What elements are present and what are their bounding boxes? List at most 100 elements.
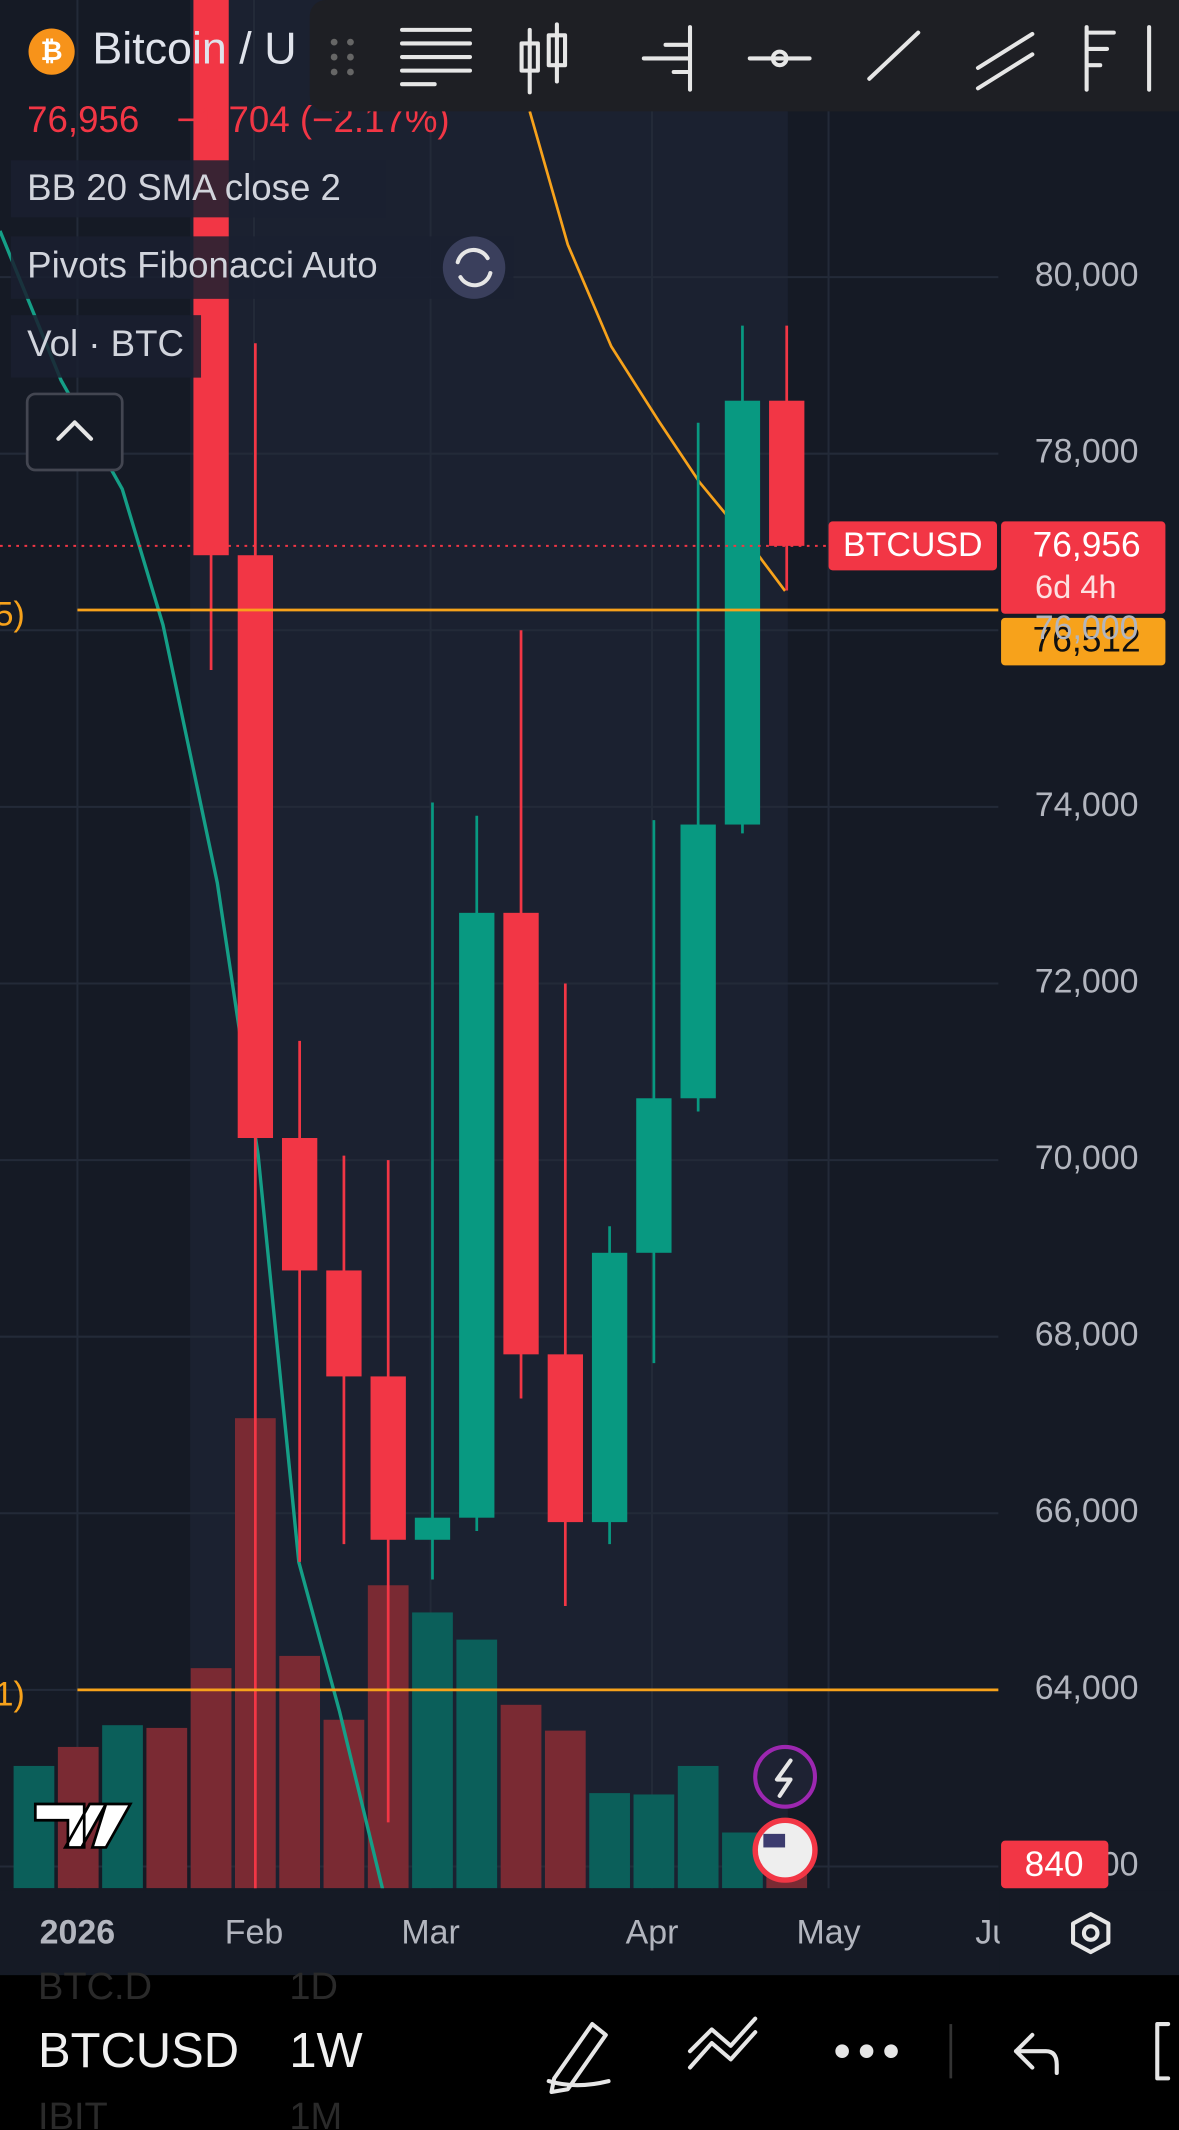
volume-tag <box>1001 1840 1109 1889</box>
candle-body <box>281 1138 318 1271</box>
y-axis: 62,00064,00066,00068,00070,00072,00074,0… <box>1001 256 1139 1889</box>
candle-body <box>591 1252 628 1523</box>
x-tick-label: May <box>796 1913 860 1951</box>
indicators-button[interactable] <box>687 2016 758 2070</box>
y-tick-label: 80,000 <box>1035 256 1139 294</box>
legend-bg <box>10 315 202 378</box>
tool-channel[interactable] <box>975 31 1035 91</box>
indicator: BB 20 SMA close 2 <box>27 167 341 208</box>
legend-bg <box>10 236 514 299</box>
drag-handle <box>330 38 354 76</box>
volume-bar <box>633 1794 675 1889</box>
y-tick-label: 68,000 <box>1035 1316 1139 1354</box>
last-price-tag <box>1001 521 1166 614</box>
y-tick-label: 78,000 <box>1035 433 1139 471</box>
volume-bar <box>412 1612 453 1889</box>
draw-button[interactable] <box>546 2022 611 2095</box>
undo-button[interactable] <box>1013 2032 1059 2075</box>
countdown-label: 6d 4h <box>1035 568 1117 605</box>
tool-fib[interactable] <box>1084 25 1152 92</box>
x-tick-label: Mar <box>401 1913 459 1951</box>
price: 76,956 <box>27 99 139 140</box>
event-flag[interactable] <box>752 1817 818 1883</box>
candle-body <box>503 912 539 1355</box>
btc-glyph: ₿ <box>41 35 63 66</box>
pivot-label: 5) <box>0 596 25 634</box>
candle-body <box>680 824 716 1099</box>
volume-bar <box>279 1655 321 1889</box>
settings-icon <box>1081 1924 1100 1942</box>
candle-body <box>724 400 761 825</box>
interval[interactable]: 1W <box>289 2024 362 2078</box>
volume-bar <box>146 1727 188 1889</box>
tool-hline-dot <box>770 49 789 68</box>
bottom-bar <box>0 1975 1179 2130</box>
volume-label: 840 <box>1025 1845 1084 1884</box>
x-tick-label: Feb <box>225 1913 283 1951</box>
pivot-label: 1) <box>0 1676 25 1714</box>
candles <box>193 0 805 1889</box>
flash-icon <box>774 1758 793 1798</box>
y-tick-label: 74,000 <box>1035 786 1139 824</box>
flag-canton <box>763 1833 786 1848</box>
symbol[interactable]: BTCUSD <box>38 2024 239 2078</box>
volume-bar <box>190 1668 232 1889</box>
volume-bar <box>13 1765 55 1889</box>
y-tick-label: 70,000 <box>1035 1139 1139 1177</box>
collapse-icon <box>56 420 94 441</box>
candle-body <box>769 400 805 546</box>
more-button[interactable] <box>835 2044 898 2059</box>
volume-bar <box>456 1639 498 1889</box>
plot <box>0 0 808 1889</box>
tool-candles[interactable] <box>519 22 568 95</box>
settings-button[interactable] <box>1071 1911 1111 1955</box>
candle-body <box>547 1354 583 1523</box>
volume-bar <box>544 1730 586 1889</box>
candle-body <box>414 1517 451 1540</box>
tool-lines[interactable] <box>400 27 473 87</box>
refresh-button[interactable] <box>442 236 506 299</box>
refresh-icon <box>455 247 493 288</box>
y-tick-label: 66,000 <box>1035 1492 1139 1530</box>
fullscreen-button[interactable] <box>1155 2022 1171 2081</box>
symbol-tag <box>828 521 997 571</box>
indicator: Vol · BTC <box>27 323 184 364</box>
volume-bar <box>677 1765 719 1889</box>
candle-body <box>636 1098 672 1253</box>
volume-bar <box>500 1704 542 1889</box>
prev-interval: 1D <box>289 1966 338 2008</box>
next-interval: 1M <box>289 2096 342 2130</box>
x-tick-label: 2026 <box>40 1913 115 1951</box>
x-tick-label: Apr <box>626 1913 679 1951</box>
symbol-title: Bitcoin / U <box>92 23 296 73</box>
bb-upper-tag <box>1001 617 1166 666</box>
last-price-label: 76,956 <box>1033 526 1141 565</box>
candle-body <box>459 912 495 1518</box>
btc-logo <box>28 28 75 75</box>
tool-profile[interactable] <box>641 25 693 92</box>
symbol-tag-text: BTCUSD <box>843 526 983 564</box>
indicator: Pivots Fibonacci Auto <box>27 244 377 285</box>
volume-bar <box>323 1719 365 1889</box>
logo <box>33 1802 133 1849</box>
prev-symbol: BTC.D <box>38 1966 152 2008</box>
bb-upper-label: 76,512 <box>1033 621 1141 660</box>
y-tick-label: 64,000 <box>1035 1669 1139 1707</box>
next-symbol: IBIT <box>38 2096 108 2130</box>
tool-trend[interactable] <box>867 30 921 81</box>
candle-body <box>237 555 274 1139</box>
candle-body <box>370 1376 406 1540</box>
collapse-button[interactable] <box>25 392 124 472</box>
legend-bg <box>10 160 386 218</box>
y-tick-label: 72,000 <box>1035 962 1139 1000</box>
volume-bar <box>589 1793 630 1889</box>
drawing-toolbar <box>309 0 1179 112</box>
flash-button[interactable] <box>753 1744 818 1809</box>
y-tick-label: 76,000 <box>1035 609 1139 647</box>
candle-body <box>326 1270 362 1377</box>
axis-corner <box>999 1890 1179 1976</box>
